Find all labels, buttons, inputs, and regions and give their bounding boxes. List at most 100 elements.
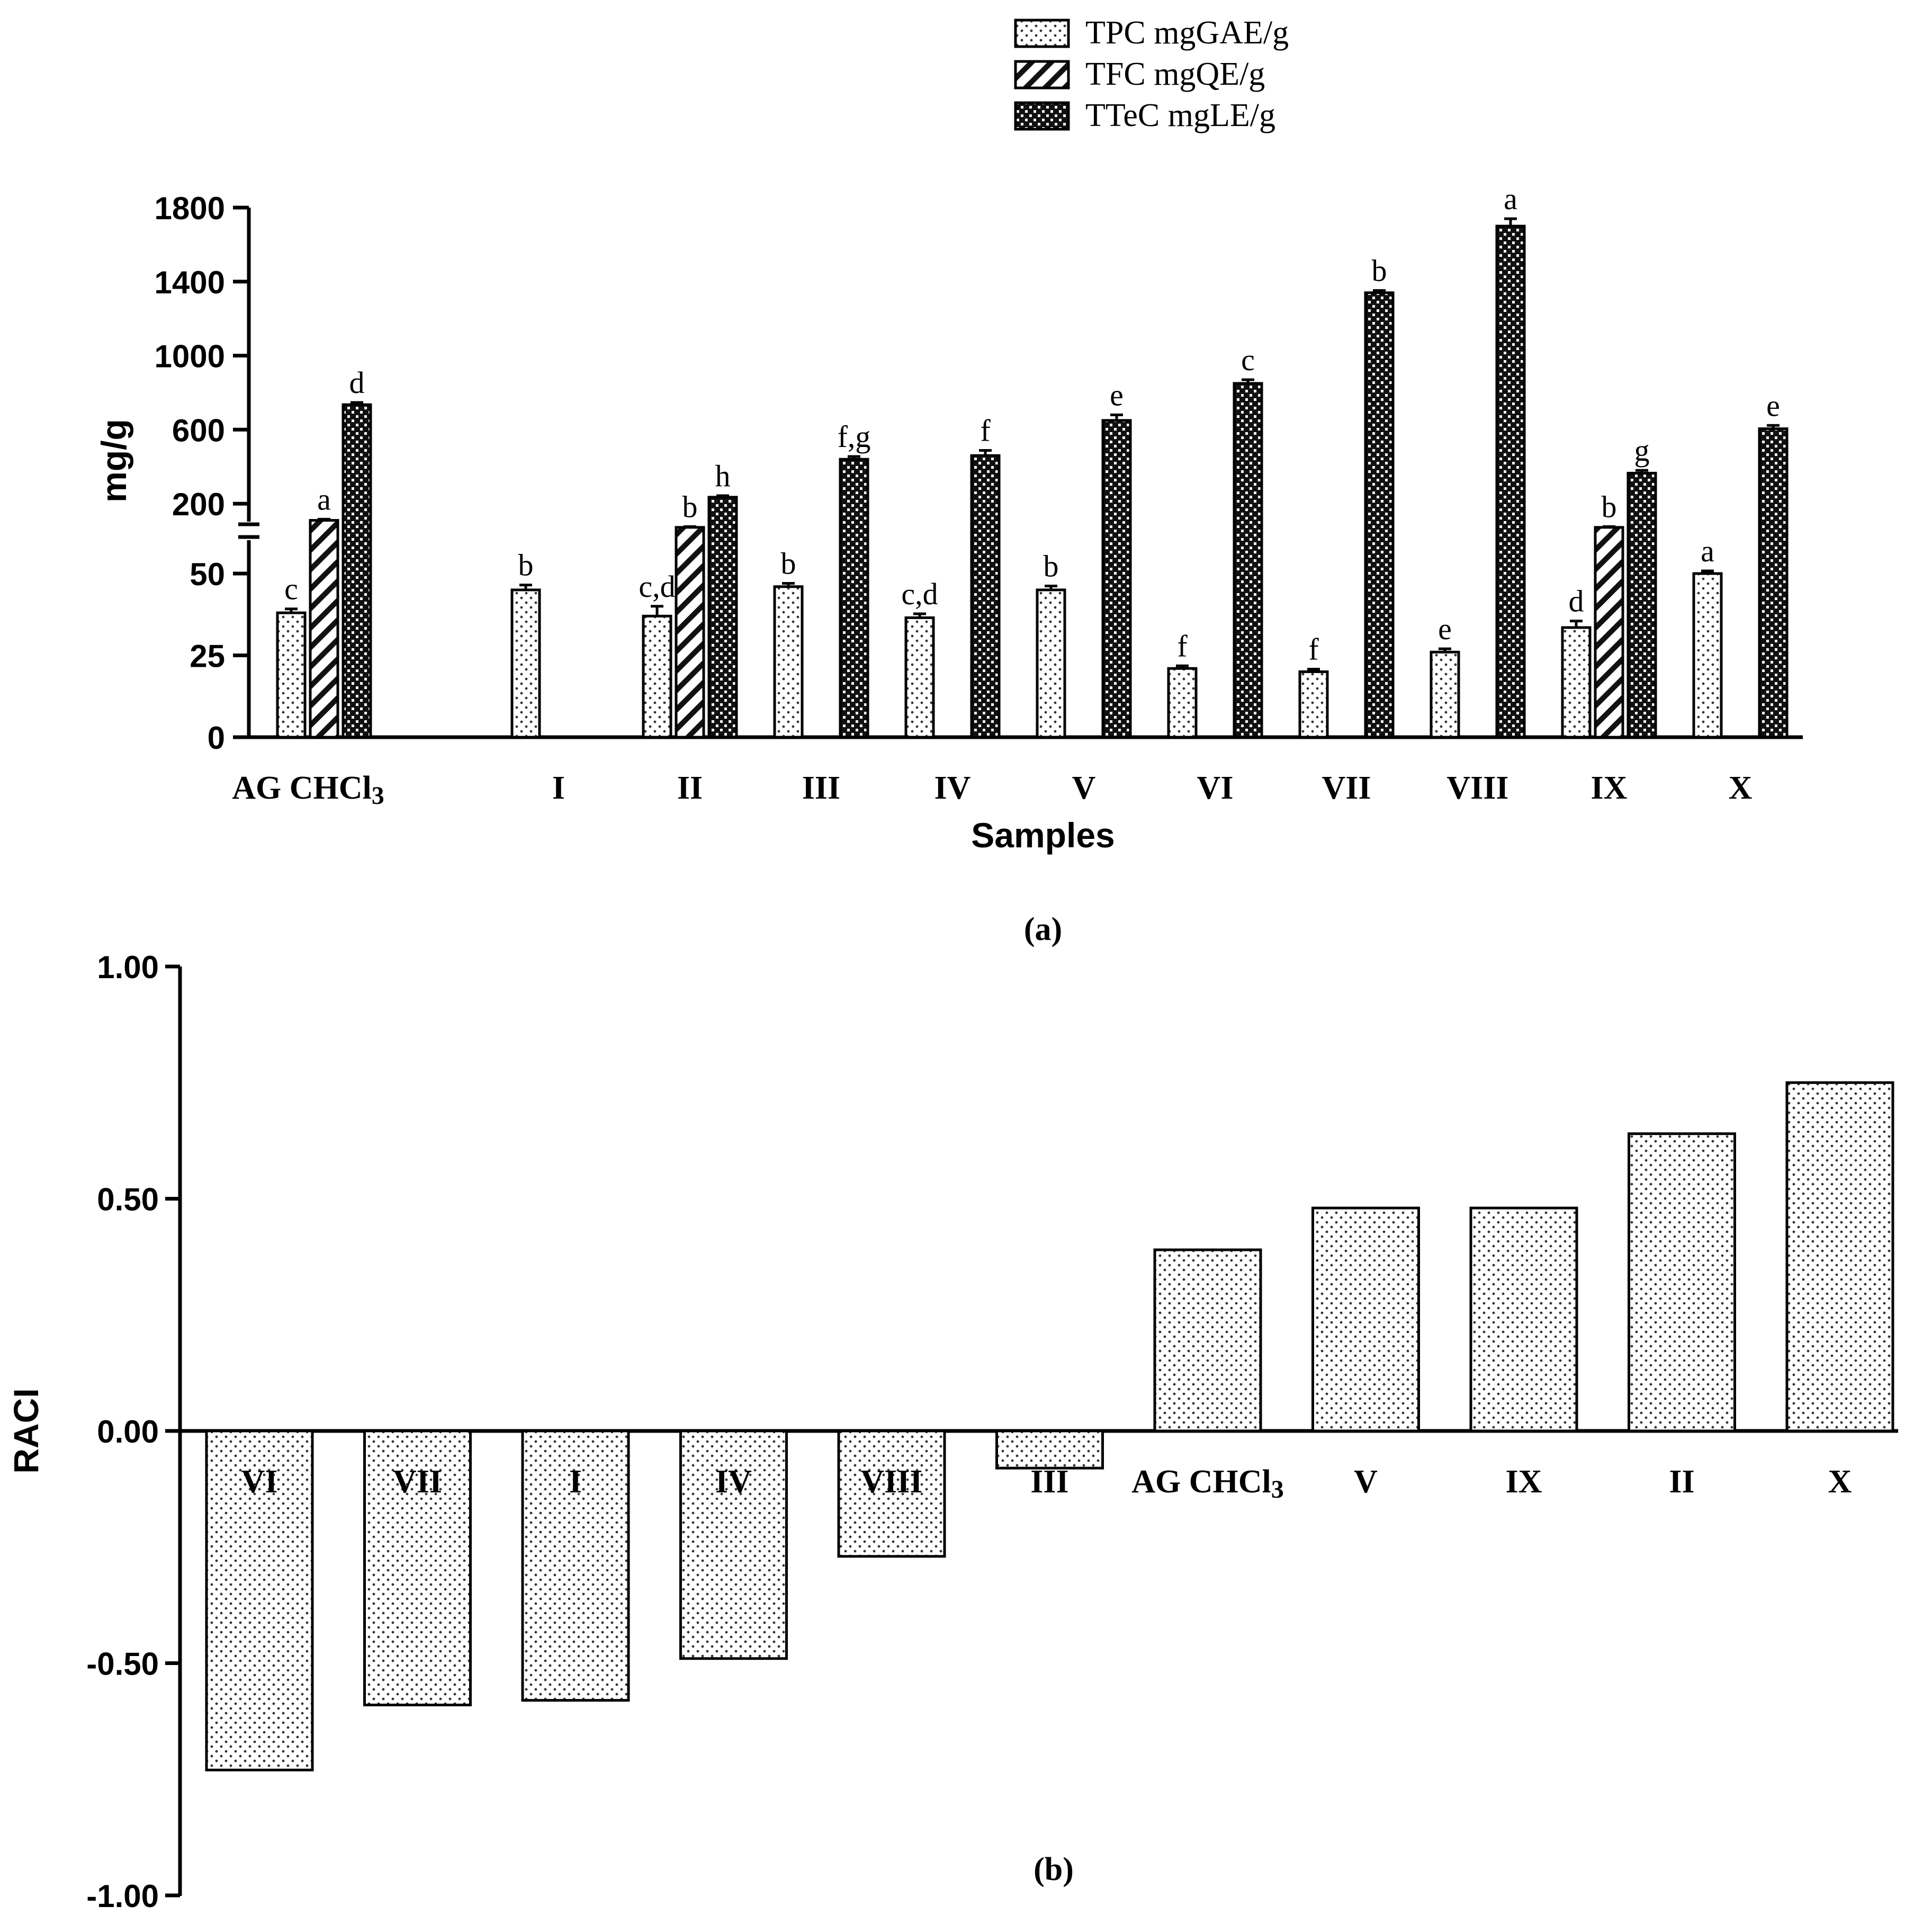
- bar: [1364, 291, 1395, 739]
- bar: [1495, 225, 1526, 739]
- panel-a-y-ticks: 0 25 50 200 600 1000 1400 1800: [155, 191, 249, 756]
- bar: [1153, 1248, 1262, 1433]
- bar: [1311, 1206, 1420, 1433]
- y-tick-label: 50: [190, 557, 225, 592]
- y-tick-label: 1000: [155, 339, 225, 374]
- significance-letter: d: [349, 365, 365, 400]
- significance-letter: f,g: [838, 419, 871, 454]
- bar: [679, 1429, 788, 1660]
- legend-label: TTeC mgLE/g: [1085, 97, 1275, 133]
- bar: [521, 1429, 630, 1702]
- legend-swatch: [1014, 19, 1070, 48]
- bar: [839, 458, 869, 739]
- legend-swatch: [1014, 101, 1070, 131]
- bar: [205, 1429, 314, 1771]
- significance-letter: a: [1504, 182, 1517, 216]
- x-tick-label: VIII: [860, 1464, 922, 1500]
- y-tick-label: -1.00: [86, 1878, 159, 1914]
- y-tick-label: 600: [172, 413, 225, 448]
- panel-a: TPC mgGAE/g TFC mgQE/g TTeC mgLE/g 0 25 50 20…: [94, 15, 1803, 947]
- x-tick-label: VI: [241, 1464, 278, 1500]
- bar: [1785, 1081, 1894, 1433]
- x-tick-label: III: [1030, 1464, 1068, 1500]
- x-tick-label: VII: [393, 1464, 442, 1500]
- bar: [1692, 572, 1723, 739]
- bar: [1469, 1206, 1578, 1433]
- bar: [675, 526, 705, 739]
- significance-letter: a: [317, 482, 331, 516]
- legend-swatch: [1014, 60, 1070, 90]
- bar: [1101, 419, 1132, 739]
- significance-letter: b: [781, 547, 796, 581]
- panel-b-bars: VI VII I IV VIII III AG CHCl3 V IX II X: [205, 1081, 1894, 1771]
- panel-b-y-ticks: -1.00 -0.50 0.00 0.50 1.00: [86, 950, 180, 1914]
- x-tick-label: III: [802, 770, 840, 806]
- bar: [642, 614, 672, 739]
- bar: [1594, 526, 1624, 739]
- x-tick-label: II: [1669, 1464, 1694, 1500]
- y-tick-label: 0: [208, 720, 225, 756]
- bar: [773, 585, 804, 739]
- bar: [1233, 382, 1263, 739]
- y-tick-label: 200: [172, 487, 225, 522]
- bar: [995, 1429, 1104, 1470]
- significance-letter: a: [1701, 534, 1714, 568]
- significance-letter: b: [1044, 549, 1059, 583]
- x-tick-label: VIII: [1446, 770, 1508, 806]
- bar: [1167, 667, 1198, 739]
- x-tick-label: IX: [1506, 1464, 1542, 1500]
- significance-letter: b: [518, 548, 534, 583]
- significance-letter: e: [1766, 388, 1780, 423]
- x-tick-label: VI: [1197, 770, 1234, 806]
- significance-letter: b: [1372, 254, 1387, 288]
- x-tick-label: IX: [1591, 770, 1628, 806]
- panel-a-x-tick-labels: AG CHCl3 I II III IV V VI VII VIII IX X: [232, 770, 1752, 810]
- panel-b: -1.00 -0.50 0.00 0.50 1.00 VI VII I I V VIII III AG…: [6, 950, 1898, 1914]
- significance-letter: c: [1241, 343, 1255, 377]
- panel-a-label: (a): [1024, 911, 1062, 947]
- y-tick-label: 25: [190, 639, 225, 674]
- legend-label: TFC mgQE/g: [1085, 56, 1265, 92]
- bar: [363, 1429, 472, 1706]
- y-tick-label: 1800: [155, 191, 225, 226]
- legend-label: TPC mgGAE/g: [1085, 15, 1289, 51]
- significance-letter: f: [980, 413, 991, 448]
- panel-b-y-axis-label: RACI: [6, 1388, 46, 1473]
- bar: [904, 616, 935, 739]
- y-tick-label: -0.50: [86, 1646, 159, 1682]
- panel-a-y-axis-label: mg/g: [94, 419, 133, 503]
- bar: [510, 588, 541, 739]
- x-tick-label: I: [552, 770, 565, 806]
- y-tick-label: 0.00: [97, 1414, 159, 1449]
- y-tick-label: 0.50: [97, 1182, 159, 1218]
- y-tick-label: 1400: [155, 265, 225, 300]
- bar: [707, 496, 738, 739]
- significance-letter: b: [682, 489, 698, 524]
- significance-letter: c: [284, 572, 298, 606]
- bar: [1627, 471, 1657, 739]
- x-tick-label: I: [569, 1464, 582, 1500]
- significance-letter: c,d: [639, 569, 675, 604]
- x-tick-label: IV: [934, 770, 971, 806]
- significance-letter: h: [715, 459, 731, 493]
- bar: [1561, 626, 1592, 739]
- bar: [309, 519, 339, 739]
- x-tick-label: II: [677, 770, 703, 806]
- significance-letter: f: [1308, 632, 1319, 666]
- bar: [276, 611, 307, 739]
- x-tick-label: V: [1072, 770, 1096, 806]
- bar: [837, 1429, 946, 1558]
- bar: [1430, 650, 1460, 739]
- x-tick-label: V: [1354, 1464, 1378, 1500]
- significance-letter: b: [1602, 489, 1617, 524]
- x-tick-label: VII: [1322, 770, 1371, 806]
- significance-letter: e: [1110, 378, 1124, 412]
- bar: [1628, 1132, 1736, 1433]
- panel-b-label: (b): [1034, 1851, 1074, 1887]
- bar: [1758, 427, 1789, 739]
- bar: [342, 403, 372, 739]
- y-tick-label: 1.00: [97, 950, 159, 985]
- x-tick-label: AG CHCl3: [1131, 1464, 1284, 1504]
